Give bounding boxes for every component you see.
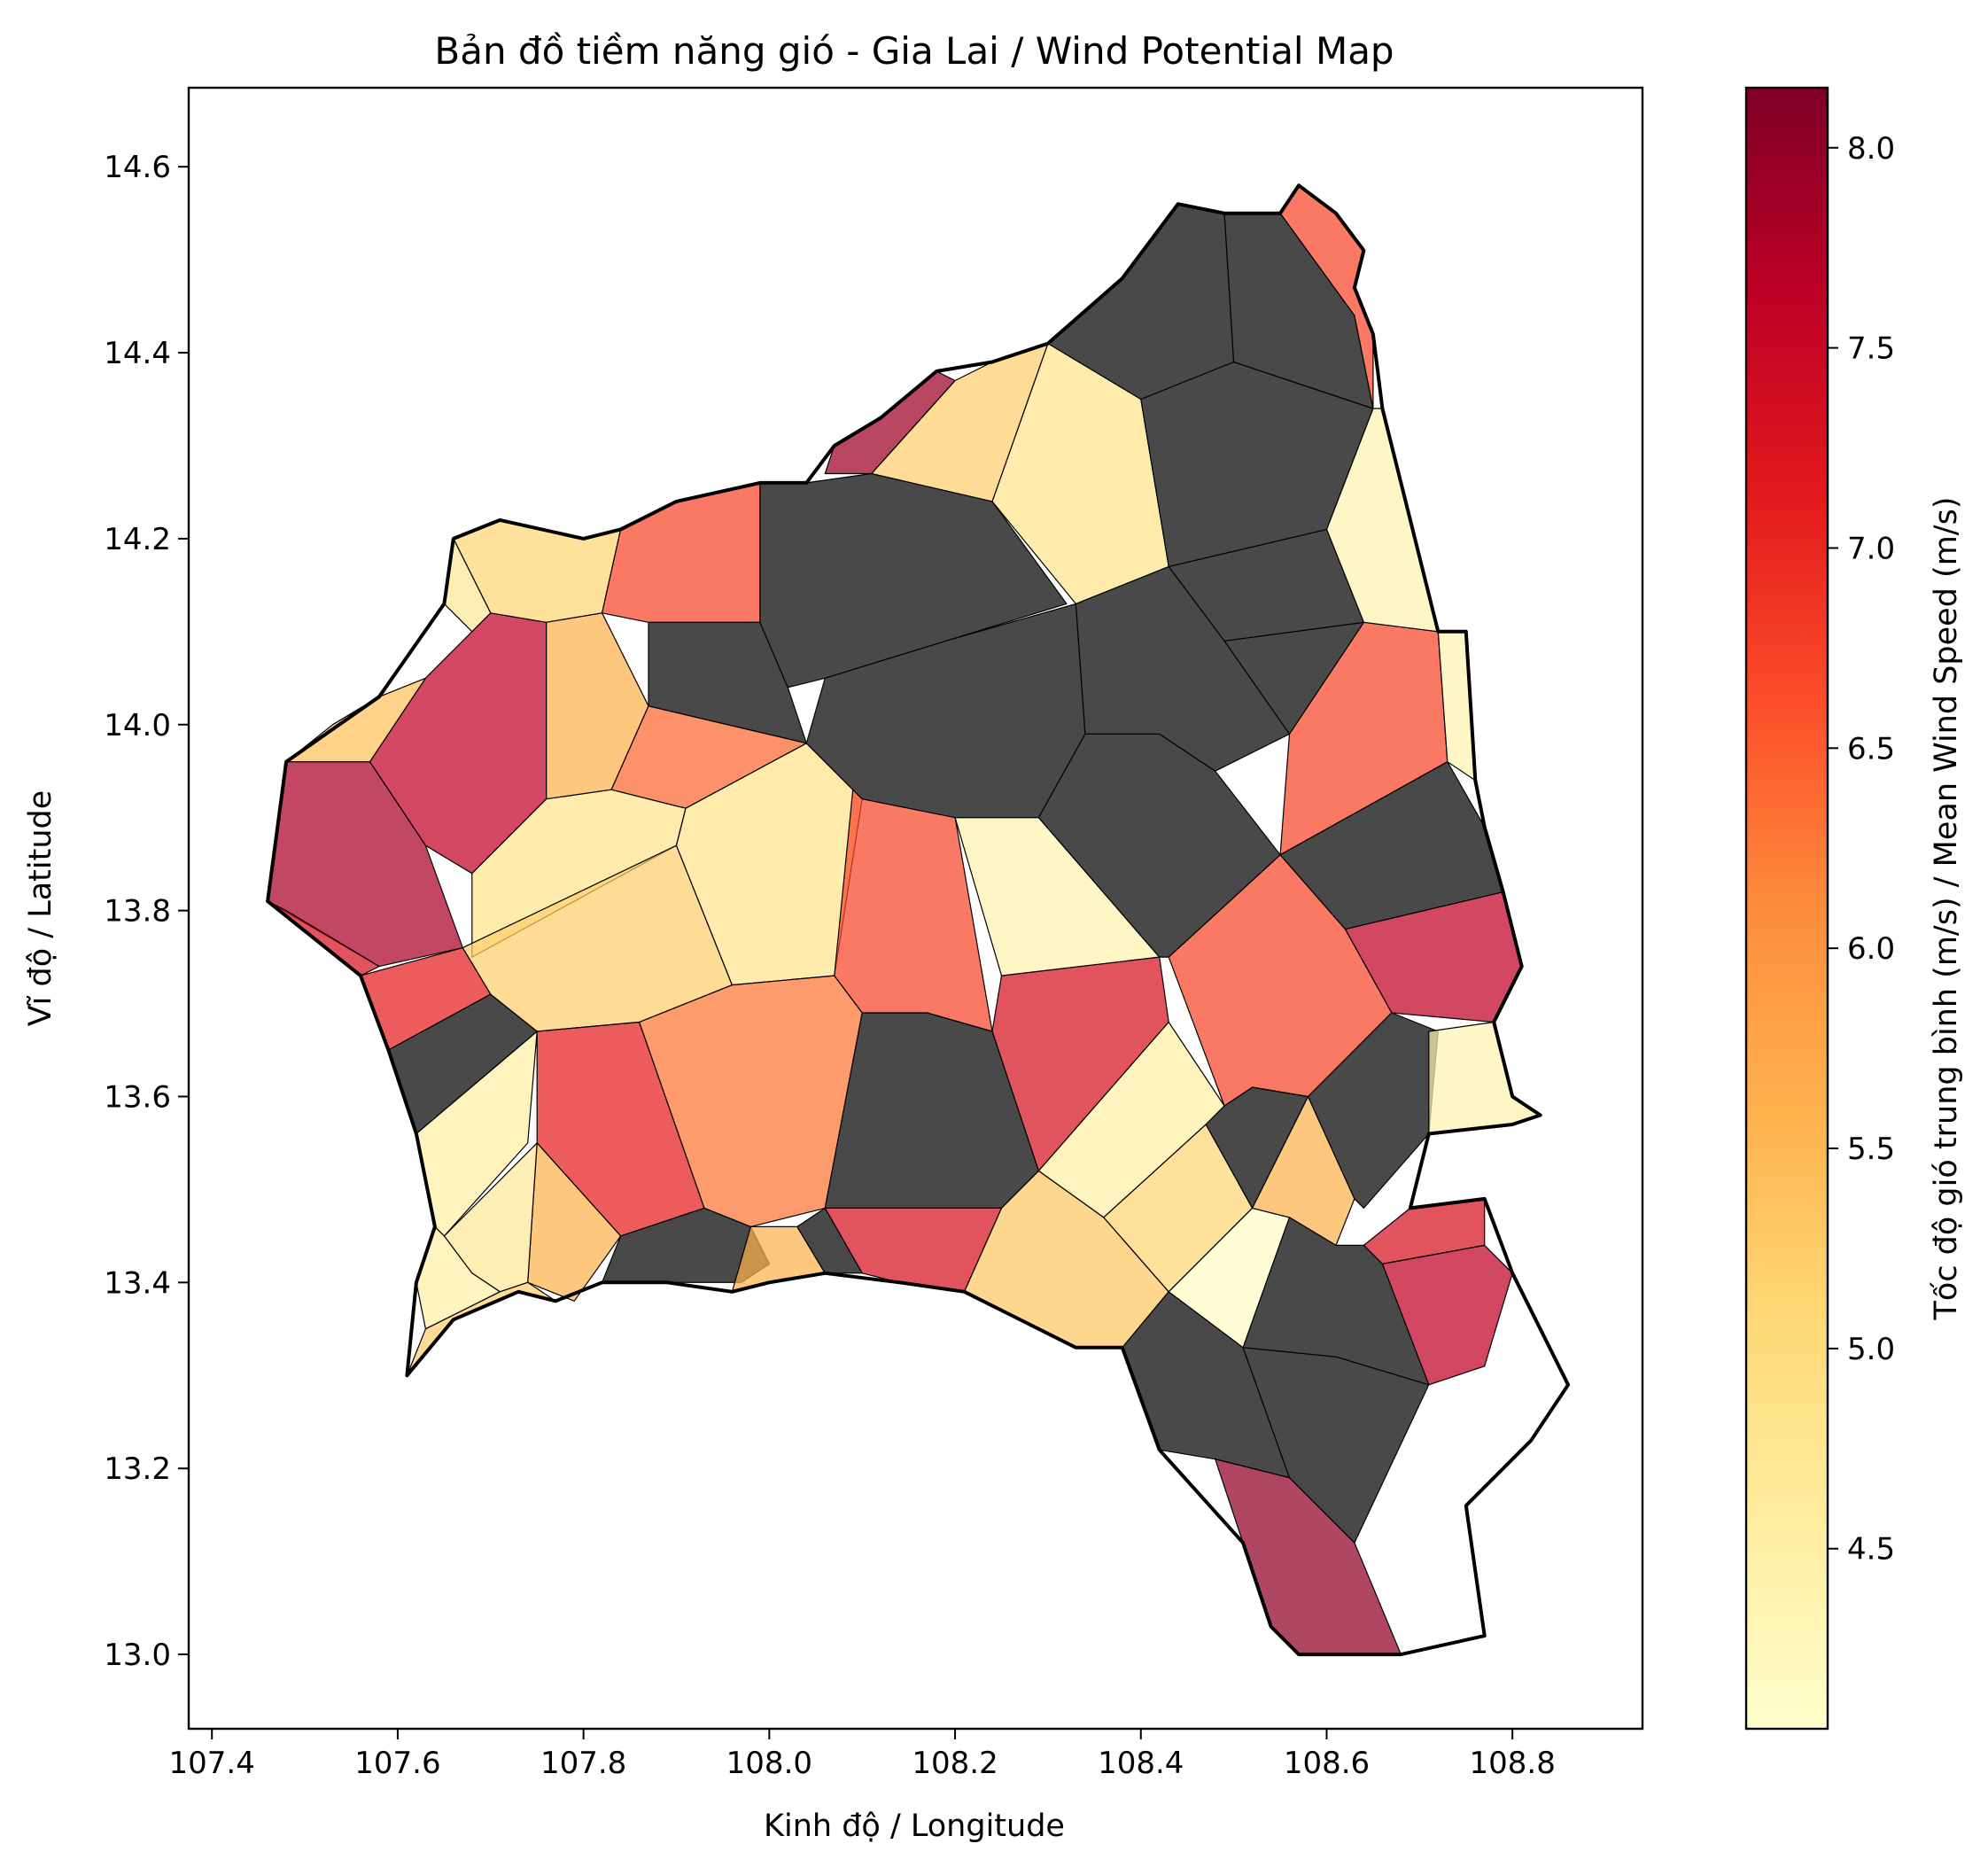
x-tick-label: 108.0 [726,1746,812,1781]
voronoi-cell-c35 [1251,1095,1355,1247]
y-tick-label: 13.6 [104,1079,171,1115]
colorbar-tick-label: 6.5 [1847,731,1895,766]
x-tick-label: 107.6 [354,1746,440,1781]
voronoi-cell-c47 [1242,1347,1430,1544]
plot-frame [187,86,1644,1731]
colorbar-tick-label: 8.0 [1847,131,1895,167]
y-tick-label: 14.4 [104,336,171,371]
x-axis-label: Kinh độ / Longitude [764,1809,1065,1844]
y-tick-label: 13.0 [104,1638,171,1673]
y-axis-ticks: 13.0 13.2 13.4 13.6 13.8 14.0 14.2 14.4 14.6 [104,150,189,1673]
voronoi-cell-c11 [648,621,807,744]
colorbar-tick-label: 7.0 [1847,531,1895,566]
province-boundary [266,183,1571,1657]
chart-title: Bản đồ tiềm năng gió - Gia Lai / Wind Po… [434,29,1394,73]
y-axis-label: Vĩ độ / Latitude [23,790,58,1027]
colorbar-tick-label: 7.5 [1847,331,1895,367]
y-tick-label: 14.2 [104,522,171,557]
colorbar [1744,86,1829,1731]
voronoi-cell-c10 [601,482,761,623]
x-tick-label: 108.4 [1098,1746,1184,1781]
x-tick-label: 107.8 [540,1746,626,1781]
voronoi-cells [267,184,1541,1655]
y-tick-label: 13.8 [104,894,171,930]
colorbar-tick-label: 4.5 [1847,1532,1895,1568]
y-tick-label: 13.4 [104,1265,171,1301]
voronoi-cell-c38 [1428,1021,1541,1135]
colorbar-tick-label: 5.5 [1847,1132,1895,1167]
colorbar-ticks: 4.5 5.0 5.5 6.0 6.5 7.0 7.5 8.0 [1828,131,1895,1568]
voronoi-cell-c28 [991,956,1169,1172]
x-axis-ticks: 107.4 107.6 107.8 108.0 108.2 108.4 108.6 108.8 [169,1729,1556,1781]
colorbar-tick-label: 5.0 [1847,1332,1895,1367]
voronoi-cell-c3 [285,677,426,763]
x-tick-label: 108.2 [912,1746,998,1781]
x-tick-label: 108.6 [1284,1746,1370,1781]
x-tick-label: 107.4 [169,1746,255,1781]
y-tick-label: 14.6 [104,150,171,185]
y-tick-label: 14.0 [104,708,171,743]
colorbar-label: Tốc độ gió trung bình (m/s) / Mean Wind … [1929,497,1964,1321]
colorbar-tick-label: 6.0 [1847,931,1895,967]
y-tick-label: 13.2 [104,1451,171,1487]
x-tick-label: 108.8 [1470,1746,1556,1781]
